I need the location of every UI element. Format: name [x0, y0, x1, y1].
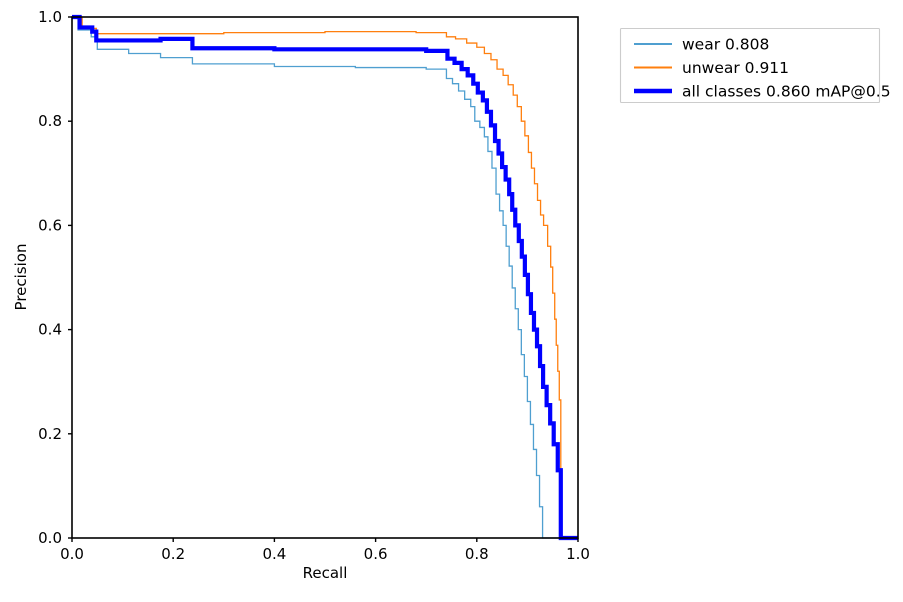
y-tick-label: 1.0 — [38, 8, 62, 26]
plot-background — [72, 17, 578, 538]
x-tick-label: 0.2 — [161, 545, 185, 563]
legend-label-1: unwear 0.911 — [682, 59, 789, 77]
x-tick-label: 0.0 — [60, 545, 84, 563]
chart-legend: wear 0.808 unwear 0.911 all classes 0.860 … — [619, 27, 891, 104]
legend-label-0: wear 0.808 — [682, 36, 769, 54]
y-tick-label: 0.2 — [38, 425, 62, 443]
plot-axes: 0.0 0.2 0.4 0.6 0.8 1.0 0.0 0.2 0.4 0.6 0.8 1.0 Re… — [12, 8, 590, 582]
x-axis-label: Recall — [303, 564, 348, 582]
y-tick-label: 0.0 — [38, 529, 62, 547]
curve-series-group — [72, 14, 578, 541]
x-tick-label: 0.8 — [465, 545, 489, 563]
curve-series-2 — [72, 14, 578, 541]
x-tick-label: 0.4 — [262, 545, 286, 563]
curve-series-0 — [72, 16, 578, 539]
legend-label-2: all classes 0.860 mAP@0.5 — [682, 83, 891, 101]
x-tick-label: 0.6 — [364, 545, 388, 563]
axes-frame — [71, 16, 579, 539]
curve-series-1 — [72, 16, 578, 539]
y-tick-label: 0.6 — [38, 216, 62, 234]
legend-background — [619, 27, 881, 104]
legend-entry-list: wear 0.808 unwear 0.911 all classes 0.860 … — [634, 36, 891, 101]
y-axis-ticks: 0.0 0.2 0.4 0.6 0.8 1.0 — [38, 8, 72, 547]
x-axis-ticks: 0.0 0.2 0.4 0.6 0.8 1.0 — [60, 538, 590, 563]
y-tick-label: 0.4 — [38, 321, 62, 339]
y-tick-label: 0.8 — [38, 112, 62, 130]
y-axis-label: Precision — [12, 244, 30, 311]
x-tick-label: 1.0 — [566, 545, 590, 563]
